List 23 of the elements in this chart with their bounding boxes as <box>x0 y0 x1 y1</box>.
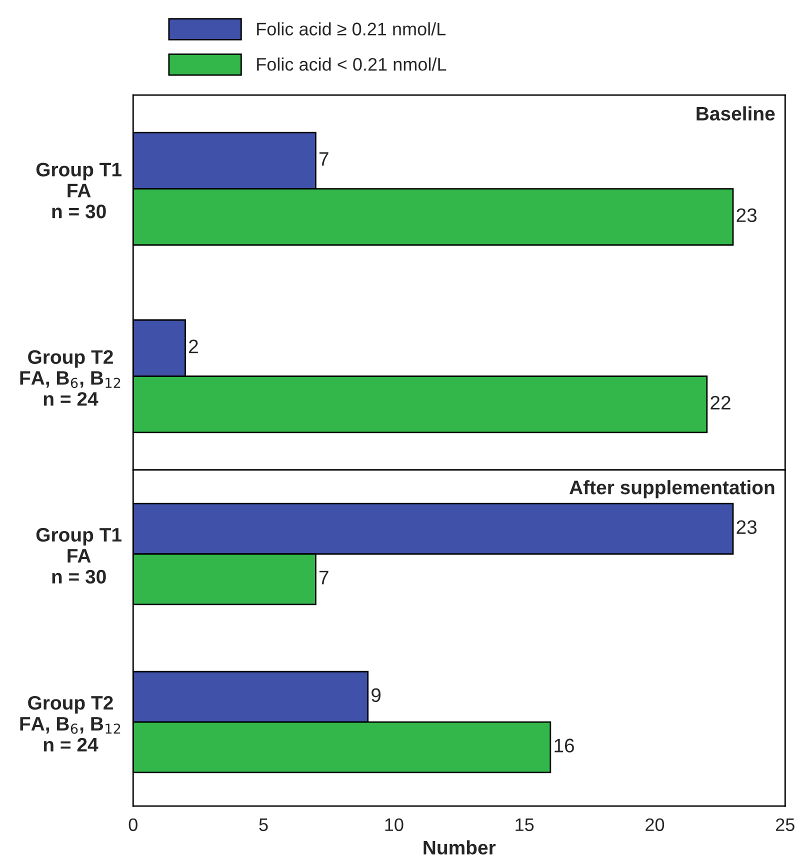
data-label: 7 <box>319 152 328 166</box>
data-label: 23 <box>736 520 757 534</box>
x-tick-label: 10 <box>385 818 404 832</box>
x-tick-label: 15 <box>516 818 534 832</box>
data-label: 16 <box>554 738 574 752</box>
x-tick-label: 20 <box>646 818 664 832</box>
data-label: 23 <box>736 208 757 222</box>
chart-title: Baseline <box>696 106 775 121</box>
legend-label: Folic acid ≥ 0.21 nmol/L <box>257 22 446 36</box>
data-label: 9 <box>372 688 381 702</box>
x-tick-label: 5 <box>259 818 268 832</box>
x-tick-label: 0 <box>128 818 138 832</box>
data-label: 7 <box>319 570 328 584</box>
data-label: 2 <box>189 340 198 354</box>
y-tick-label: Group T2 FA, B$_{6}$, B$_{12}$ n = 24 <box>20 350 120 406</box>
x-tick-label: 25 <box>776 818 794 832</box>
data-label: 22 <box>710 396 730 410</box>
legend-label: Folic acid < 0.21 nmol/L <box>257 58 446 71</box>
y-tick-label: Group T1 FA n = 30 <box>36 528 122 584</box>
chart-title: After supplementation <box>570 480 774 498</box>
x-axis-title: Number <box>424 840 496 855</box>
y-tick-label: Group T1 FA n = 30 <box>36 162 122 218</box>
y-tick-label: Group T2 FA, B$_{6}$, B$_{12}$ n = 24 <box>20 696 120 752</box>
